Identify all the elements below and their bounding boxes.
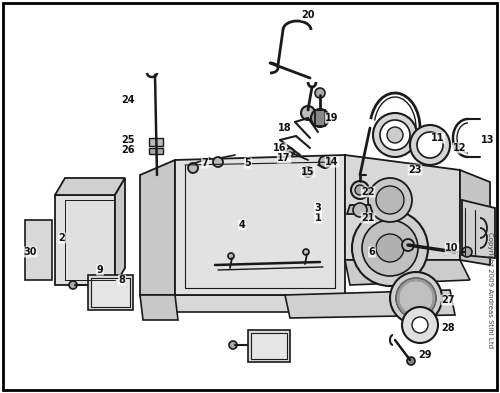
Circle shape — [303, 249, 309, 255]
Circle shape — [368, 178, 412, 222]
Text: 8: 8 — [118, 275, 126, 285]
Circle shape — [402, 307, 438, 343]
Circle shape — [352, 210, 428, 286]
Bar — [251, 333, 287, 359]
Polygon shape — [345, 260, 470, 285]
Circle shape — [351, 181, 369, 199]
Circle shape — [412, 317, 428, 333]
Polygon shape — [460, 170, 490, 265]
Text: 23: 23 — [408, 165, 422, 175]
Text: 21: 21 — [361, 213, 375, 223]
Text: 25: 25 — [121, 135, 135, 145]
Polygon shape — [347, 205, 373, 214]
Circle shape — [301, 106, 315, 120]
Bar — [315, 110, 325, 126]
Text: 18: 18 — [278, 123, 292, 133]
Text: 20: 20 — [301, 10, 315, 20]
Circle shape — [376, 186, 404, 214]
Text: Copyright 2009 Andreas Stihl Ltd: Copyright 2009 Andreas Stihl Ltd — [487, 232, 493, 348]
Text: 19: 19 — [325, 113, 339, 123]
Text: 30: 30 — [23, 247, 37, 257]
Circle shape — [390, 272, 442, 324]
Bar — [149, 148, 163, 154]
Circle shape — [376, 234, 404, 262]
Circle shape — [213, 157, 223, 167]
Polygon shape — [25, 220, 52, 280]
Text: 3: 3 — [314, 203, 322, 213]
Circle shape — [362, 220, 418, 276]
Bar — [88, 275, 133, 310]
Text: 26: 26 — [121, 145, 135, 155]
Circle shape — [355, 185, 365, 195]
Text: 14: 14 — [325, 157, 339, 167]
Circle shape — [353, 203, 367, 217]
Text: 13: 13 — [481, 135, 495, 145]
Circle shape — [396, 278, 436, 318]
Bar — [149, 138, 163, 146]
Circle shape — [315, 88, 325, 98]
Text: 29: 29 — [418, 350, 432, 360]
Text: 5: 5 — [244, 158, 252, 168]
Polygon shape — [55, 178, 125, 195]
Circle shape — [380, 120, 410, 150]
Text: 9: 9 — [96, 265, 103, 275]
Polygon shape — [140, 295, 345, 312]
Text: 7: 7 — [202, 158, 208, 168]
Text: 24: 24 — [121, 95, 135, 105]
Text: 27: 27 — [442, 295, 455, 305]
Text: 1: 1 — [314, 213, 322, 223]
Text: 22: 22 — [361, 187, 375, 197]
Circle shape — [303, 167, 313, 177]
Circle shape — [402, 239, 414, 251]
Text: 10: 10 — [446, 243, 459, 253]
Circle shape — [407, 357, 415, 365]
Polygon shape — [175, 155, 345, 295]
Circle shape — [229, 341, 237, 349]
Text: 28: 28 — [441, 323, 455, 333]
Circle shape — [69, 281, 77, 289]
Bar — [91, 278, 130, 307]
Polygon shape — [345, 155, 460, 260]
Circle shape — [286, 148, 294, 156]
Text: 15: 15 — [301, 167, 315, 177]
Bar — [248, 330, 290, 362]
Circle shape — [462, 247, 472, 257]
Text: 11: 11 — [431, 133, 445, 143]
Circle shape — [373, 113, 417, 157]
Circle shape — [228, 253, 234, 259]
Text: 6: 6 — [368, 247, 376, 257]
Polygon shape — [140, 295, 178, 320]
Polygon shape — [140, 160, 175, 295]
Text: 2: 2 — [58, 233, 66, 243]
Text: 4: 4 — [238, 220, 246, 230]
Circle shape — [188, 163, 198, 173]
Circle shape — [417, 132, 443, 158]
Circle shape — [319, 156, 331, 168]
Polygon shape — [462, 200, 495, 258]
Polygon shape — [285, 290, 455, 318]
Polygon shape — [55, 195, 115, 285]
Circle shape — [311, 109, 329, 127]
Polygon shape — [115, 178, 125, 285]
Text: 17: 17 — [277, 153, 291, 163]
Circle shape — [410, 125, 450, 165]
Text: 16: 16 — [273, 143, 287, 153]
Circle shape — [387, 127, 403, 143]
Text: 12: 12 — [453, 143, 467, 153]
